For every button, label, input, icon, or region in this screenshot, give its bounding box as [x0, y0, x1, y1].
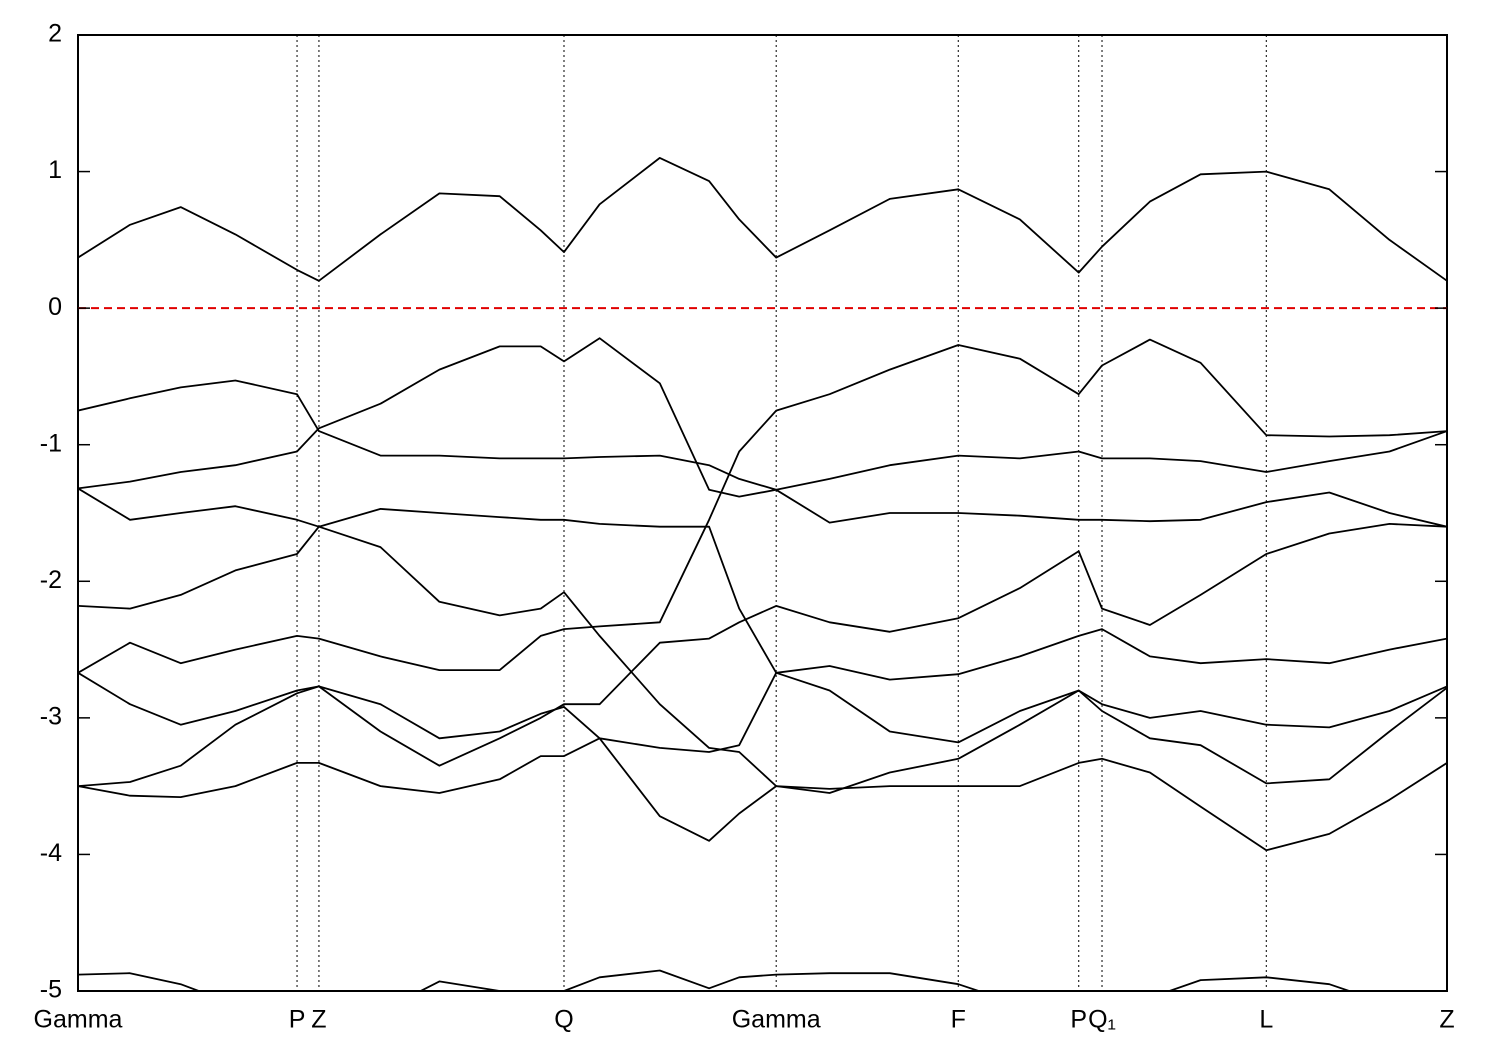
x-tick-label: Z [1439, 1006, 1454, 1034]
plot-area [78, 35, 1447, 991]
y-tick-label: -1 [40, 429, 62, 457]
y-tick-label: -2 [40, 566, 62, 594]
y-tick-label: -4 [40, 839, 62, 867]
y-tick-label: -5 [40, 976, 62, 1004]
y-tick-label: -3 [40, 702, 62, 730]
band-line [78, 379, 1447, 491]
band-line [78, 157, 1447, 282]
x-tick-label: F [951, 1006, 966, 1034]
y-tick-label: 1 [48, 156, 62, 184]
x-tick-label: Q₁ [1088, 1006, 1116, 1034]
x-tick-label: Gamma [34, 1006, 123, 1034]
band-line [78, 685, 1447, 842]
y-tick-label: 2 [48, 20, 62, 48]
x-tick-label: P [1070, 1006, 1087, 1034]
x-tick-label: Z [311, 1006, 326, 1034]
band-line [78, 338, 1447, 674]
y-tick-label: 0 [48, 293, 62, 321]
x-tick-label: Q [554, 1006, 573, 1034]
x-tick-label: L [1259, 1006, 1273, 1034]
band-line [78, 508, 1447, 785]
band-line [78, 628, 1447, 753]
x-tick-label: P [289, 1006, 306, 1034]
band-line [78, 487, 1447, 852]
plot-frame [77, 34, 1448, 992]
band-line [78, 969, 1353, 991]
band-line [78, 337, 1447, 528]
x-tick-label: Gamma [732, 1006, 821, 1034]
band-line [78, 523, 1447, 787]
